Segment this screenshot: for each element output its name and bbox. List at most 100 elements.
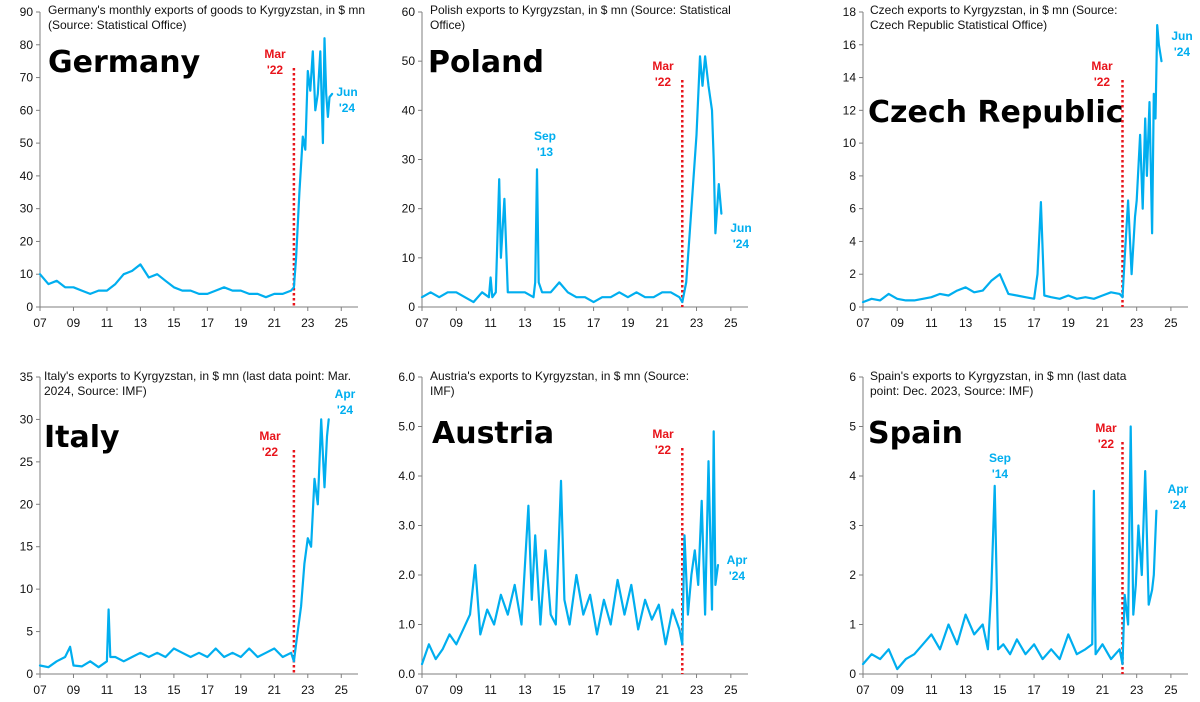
x-tick-label: 15 <box>167 683 181 697</box>
end-label: Jun '24 <box>730 221 752 251</box>
y-tick-label: 6 <box>849 370 856 384</box>
y-tick-label: 0 <box>408 300 415 314</box>
germany-chart-panel: Germany's monthly exports of goods to Ky… <box>0 0 400 351</box>
series-line <box>38 37 334 299</box>
italy-chart-panel: Italy's exports to Kyrgyzstan, in $ mn (… <box>0 351 400 702</box>
x-tick-label: 11 <box>484 683 497 697</box>
x-tick-label: 11 <box>101 683 114 697</box>
x-tick-label: 09 <box>67 683 81 697</box>
y-tick-label: 16 <box>843 38 857 52</box>
marker-label: Mar '22 <box>1091 59 1113 89</box>
x-tick-label: 17 <box>587 316 601 330</box>
x-tick-label: 07 <box>415 316 429 330</box>
y-tick-label: 6.0 <box>398 370 415 384</box>
y-tick-label: 20 <box>402 202 416 216</box>
series-line <box>861 24 1163 304</box>
germany-line-chart: 0 10 20 30 40 50 60 70 80 90 07 09 11 13 15 17 19 21 23 25 <box>20 5 358 330</box>
x-tick-label: 21 <box>1096 316 1110 330</box>
x-tick-label: 15 <box>553 316 567 330</box>
chart-title: Italy's exports to Kyrgyzstan, in $ mn (… <box>44 369 352 398</box>
y-tick-label: 3 <box>849 519 856 533</box>
x-tick-label: 15 <box>553 683 567 697</box>
y-tick-label: 0 <box>26 300 33 314</box>
y-tick-label: 18 <box>843 5 857 19</box>
x-tick-label: 11 <box>484 316 497 330</box>
x-tick-label: 21 <box>268 683 282 697</box>
x-tick-label: 09 <box>450 683 464 697</box>
austria-chart-panel: Austria's exports to Kyrgyzstan, in $ mn… <box>390 351 790 702</box>
x-tick-label: 07 <box>33 683 47 697</box>
chart-title: Spain's exports to Kyrgyzstan, in $ mn (… <box>870 369 1127 398</box>
x-tick-label: 17 <box>1027 316 1041 330</box>
x-tick-label: 13 <box>518 683 532 697</box>
marker-label: Mar '22 <box>259 429 281 459</box>
chart-title: Polish exports to Kyrgyzstan, in $ mn (S… <box>430 3 731 32</box>
x-tick-label: 15 <box>167 316 181 330</box>
x-tick-label: 25 <box>1164 316 1178 330</box>
x-tick-label: 09 <box>891 683 905 697</box>
y-tick-label: 40 <box>402 103 416 117</box>
y-tick-label: 0 <box>849 667 856 681</box>
x-tick-label: 17 <box>201 683 215 697</box>
italy-line-chart: 0 5 10 15 20 25 30 35 07 09 11 13 15 17 19 21 23 25 <box>20 370 358 697</box>
y-tick-label: 80 <box>20 38 34 52</box>
x-tick-label: 21 <box>1096 683 1110 697</box>
x-tick-label: 07 <box>415 683 429 697</box>
y-tick-label: 10 <box>20 267 34 281</box>
y-tick-label: 20 <box>20 497 34 511</box>
y-tick-label: 10 <box>402 251 416 265</box>
x-tick-label: 17 <box>201 316 215 330</box>
y-tick-label: 4.0 <box>398 469 415 483</box>
y-tick-label: 40 <box>20 169 34 183</box>
series-line <box>861 425 1158 671</box>
y-tick-label: 60 <box>20 103 34 117</box>
y-tick-label: 2 <box>849 568 856 582</box>
x-tick-label: 19 <box>234 683 248 697</box>
x-tick-label: 21 <box>656 316 670 330</box>
y-tick-label: 70 <box>20 71 34 85</box>
chart-title: Czech exports to Kyrgyzstan, in $ mn (So… <box>870 3 1118 32</box>
y-tick-label: 5 <box>849 420 856 434</box>
y-tick-label: 8 <box>849 169 856 183</box>
marker-label: Mar '22 <box>264 47 286 77</box>
x-tick-label: 07 <box>856 683 870 697</box>
x-tick-label: 15 <box>993 683 1007 697</box>
y-tick-label: 1.0 <box>398 618 415 632</box>
y-tick-label: 1 <box>849 618 856 632</box>
poland-line-chart: 0 10 20 30 40 50 60 07 09 11 13 15 17 19 21 23 25 <box>402 5 748 330</box>
end-label: Jun '24 <box>1171 29 1193 59</box>
x-tick-label: 21 <box>656 683 670 697</box>
country-label: Germany <box>48 45 201 80</box>
y-tick-label: 4 <box>849 234 856 248</box>
y-tick-label: 6 <box>849 202 856 216</box>
y-tick-label: 0 <box>26 667 33 681</box>
y-tick-label: 0.0 <box>398 667 415 681</box>
x-tick-label: 23 <box>690 316 704 330</box>
y-tick-label: 5 <box>26 625 33 639</box>
y-tick-label: 20 <box>20 234 34 248</box>
y-tick-label: 30 <box>20 412 34 426</box>
y-tick-label: 30 <box>402 153 416 167</box>
x-tick-label: 23 <box>301 683 315 697</box>
peak-label: Sep '13 <box>533 129 556 159</box>
y-tick-label: 0 <box>849 300 856 314</box>
y-tick-label: 12 <box>843 103 857 117</box>
x-tick-label: 13 <box>134 316 148 330</box>
y-tick-label: 2.0 <box>398 568 415 582</box>
y-tick-label: 10 <box>843 136 857 150</box>
country-label: Spain <box>868 416 963 451</box>
x-tick-label: 07 <box>856 316 870 330</box>
y-tick-label: 90 <box>20 5 34 19</box>
x-tick-label: 11 <box>925 683 938 697</box>
marker-label: Mar '22 <box>652 427 674 457</box>
chart-title: Germany's monthly exports of goods to Ky… <box>48 3 366 32</box>
x-tick-label: 19 <box>621 316 635 330</box>
y-tick-label: 60 <box>402 5 416 19</box>
y-tick-label: 35 <box>20 370 34 384</box>
x-tick-label: 13 <box>518 316 532 330</box>
y-tick-label: 2 <box>849 267 856 281</box>
y-tick-label: 10 <box>20 582 34 596</box>
x-tick-label: 25 <box>1164 683 1178 697</box>
x-tick-label: 25 <box>724 316 738 330</box>
x-tick-label: 25 <box>335 683 349 697</box>
